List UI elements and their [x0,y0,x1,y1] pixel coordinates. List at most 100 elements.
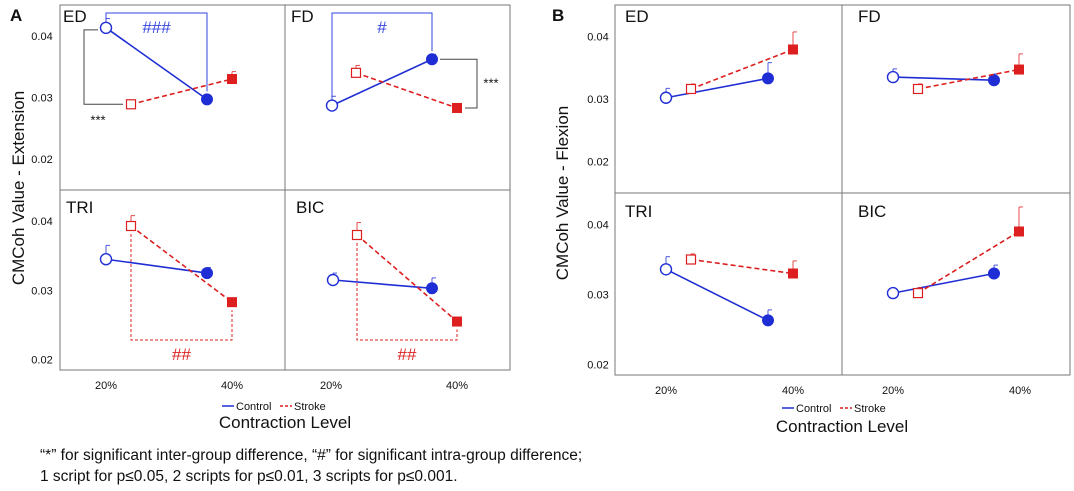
inter-group-bracket [440,58,478,109]
stroke-point-20 [350,67,362,78]
intra-group-bracket [130,234,233,341]
control-point-20 [325,99,339,112]
legend-stroke-label: Stroke [854,403,886,415]
inter-group-mark: *** [90,112,105,127]
y-tick-label: 0.02 [587,157,608,169]
stroke-point-20 [125,99,137,110]
panel-a-xtick-20b: 20% [320,380,342,392]
stroke-point-40 [227,297,237,308]
subplot-a-bic: BIC ## [296,198,462,364]
subplot-title: TRI [66,198,93,217]
stroke-series-line [917,68,1020,90]
subplot-title: FD [858,7,881,26]
panel-b: B CMCoh Value - Flexion 20% 40% 20% 40% … [552,4,1071,436]
stroke-point-40 [1014,226,1024,237]
subplot-title: FD [291,7,314,26]
y-tick-label: 0.02 [31,355,52,367]
y-tick-label: 0.02 [31,154,52,166]
stroke-point-40 [788,268,798,279]
intra-group-bracket [356,243,458,341]
panel-b-xtick-40b: 40% [1009,385,1031,397]
stroke-point-20 [685,254,697,265]
stroke-point-40 [452,102,462,113]
y-tick-label: 0.03 [587,94,608,106]
stroke-point-40 [1014,64,1024,75]
panel-b-xtick-20b: 20% [882,385,904,397]
control-point-40 [988,74,1000,87]
control-point-40 [426,282,438,295]
y-tick-label: 0.04 [587,220,608,232]
stroke-point-20 [351,229,363,241]
stroke-series-line [355,72,458,109]
control-series-line [892,76,995,81]
stroke-point-40 [452,316,462,327]
subplot-b-ed: ED 0.04 0.03 0.02 [587,7,798,169]
inter-group-bracket [83,29,123,105]
subplot-b-bic: BIC [858,202,1024,300]
panel-b-xtick-20: 20% [655,385,677,397]
subplot-a-ed: ED 0.04 0.03 0.02 ### *** [31,7,237,166]
control-series-line [105,27,208,101]
intra-group-mark: # [377,18,387,37]
subplot-title: BIC [858,202,886,221]
stroke-series-line [130,225,233,303]
stroke-point-20 [912,288,924,299]
subplot-title: TRI [625,202,652,221]
panel-a-xtick-20: 20% [95,380,117,392]
caption-line-1: “*” for significant inter-group differen… [40,447,583,464]
stroke-point-20 [125,220,137,232]
y-tick-label: 0.04 [587,31,608,43]
subplot-title: ED [625,7,649,26]
legend-stroke-label: Stroke [294,401,326,413]
legend-control-label: Control [796,403,831,415]
control-point-20 [886,286,900,300]
y-tick-label: 0.02 [587,360,608,372]
y-tick-label: 0.03 [31,285,52,297]
stroke-point-40 [227,74,237,84]
panel-a: A CMCoh Value - Extension 20% 40% 20% 40… [9,4,511,432]
subplot-title: ED [63,7,87,26]
panel-b-xtick-40: 40% [782,385,804,397]
panel-a-legend: Control Stroke [222,401,326,413]
panel-b-xlabel: Contraction Level [776,417,908,436]
panel-a-xtick-40b: 40% [446,380,468,392]
control-point-20 [326,273,340,287]
intra-group-bracket [331,12,433,98]
control-point-20 [659,91,673,104]
panel-b-legend: Control Stroke [782,403,886,415]
control-point-40 [762,314,774,327]
panel-a-ylabel: CMCoh Value - Extension [9,91,28,285]
control-series-line [892,272,995,294]
control-point-40 [201,267,213,280]
intra-group-bracket [105,12,208,92]
intra-group-mark: ## [172,345,191,364]
intra-group-mark: ## [398,345,417,364]
y-tick-label: 0.03 [31,93,52,105]
stroke-point-20 [912,83,924,95]
stroke-series-line [917,230,1020,294]
control-point-20 [99,253,113,266]
y-tick-label: 0.03 [587,290,608,302]
control-point-40 [426,53,438,66]
panel-a-xtick-40: 40% [221,380,243,392]
control-series-line [665,77,769,99]
stroke-series-line [356,234,458,323]
panel-a-letter: A [10,6,22,25]
panel-a-xlabel: Contraction Level [219,413,351,432]
subplot-a-fd: FD # *** [291,7,499,113]
control-series-line [665,268,769,322]
legend-control-label: Control [236,401,271,413]
panel-b-ylabel: CMCoh Value - Flexion [553,106,572,280]
subplot-a-tri: TRI 0.04 0.03 0.02 ## [31,198,237,367]
panel-b-letter: B [552,6,564,25]
stroke-series-line [130,78,233,106]
control-point-40 [201,93,213,106]
control-point-20 [659,263,673,276]
stroke-series-line [690,258,794,275]
stroke-point-20 [685,83,697,95]
stroke-point-40 [788,44,798,55]
caption-line-2: 1 script for p≤0.05, 2 scripts for p≤0.0… [40,468,458,485]
intra-group-mark: ### [142,18,171,37]
y-tick-label: 0.04 [31,216,52,228]
